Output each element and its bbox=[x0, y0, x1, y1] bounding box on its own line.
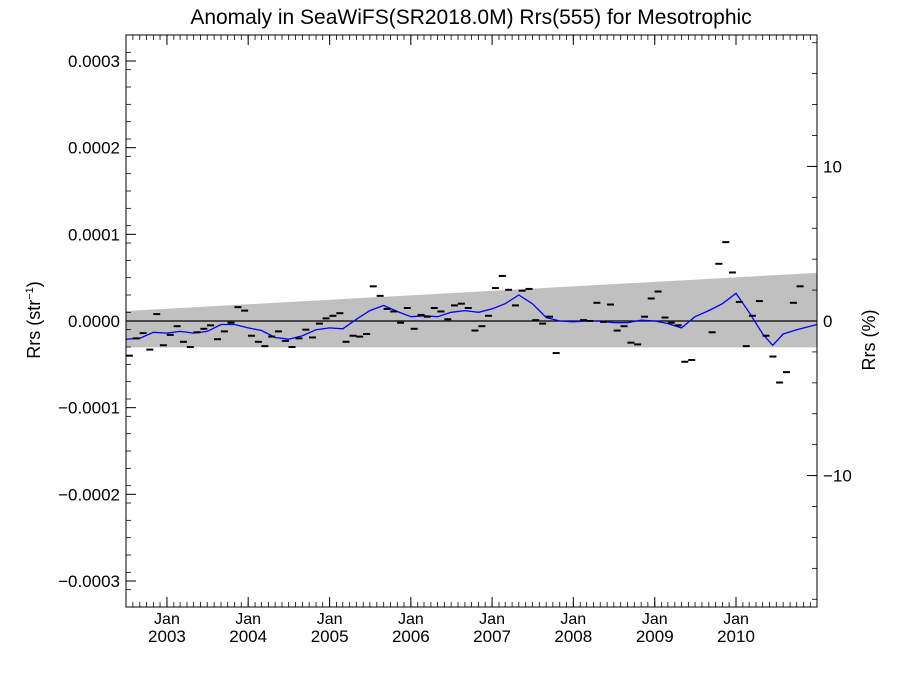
y-axis-label-right: Rrs (%) bbox=[859, 310, 879, 371]
chart-title: Anomaly in SeaWiFS(SR2018.0M) Rrs(555) f… bbox=[190, 6, 751, 29]
y-tick-label-left: 0.0002 bbox=[68, 139, 120, 158]
x-tick-label-month: Jan bbox=[560, 611, 586, 628]
x-tick-label-year: 2010 bbox=[717, 627, 755, 646]
x-tick-label-month: Jan bbox=[235, 611, 261, 628]
x-tick-label-month: Jan bbox=[642, 611, 668, 628]
x-tick-label-month: Jan bbox=[723, 611, 749, 628]
y-tick-label-left: 0.0003 bbox=[68, 52, 120, 71]
axes-layer: 0.0003 0.0002 0.0001 0.0000 −0.0001 −0.0002 −0… bbox=[58, 34, 852, 646]
y-axis-label-left-superscript: −1 bbox=[24, 287, 36, 300]
y-tick-label-left: 0.0001 bbox=[68, 225, 120, 244]
smoothed-line bbox=[125, 292, 818, 347]
x-tick-label-year: 2003 bbox=[148, 627, 186, 646]
x-tick-label-month: Jan bbox=[398, 611, 424, 628]
y-axis-label-left: Rrs (str−1) bbox=[24, 281, 44, 359]
y-tick-label-left: −0.0003 bbox=[58, 572, 120, 591]
monthly-points-layer bbox=[125, 241, 804, 384]
y-tick-label-left: 0.0000 bbox=[68, 312, 120, 331]
y-tick-label-right: 0 bbox=[823, 312, 832, 331]
y-axis-label-left-text: Rrs (str bbox=[24, 300, 44, 359]
y-tick-label-left: −0.0002 bbox=[58, 485, 120, 504]
x-tick-label-year: 2005 bbox=[311, 627, 349, 646]
y-tick-label-right: 10 bbox=[823, 157, 842, 176]
x-tick-label-year: 2008 bbox=[554, 627, 592, 646]
y-axis-label-left-close: ) bbox=[24, 281, 44, 287]
x-tick-label-year: 2007 bbox=[473, 627, 511, 646]
uncertainty-band-layer bbox=[126, 272, 817, 348]
y-tick-label-right: −10 bbox=[823, 467, 852, 486]
x-tick-label-month: Jan bbox=[154, 611, 180, 628]
y-tick-label-left: −0.0001 bbox=[58, 399, 120, 418]
x-tick-label-year: 2006 bbox=[392, 627, 430, 646]
uncertainty-band bbox=[126, 272, 817, 348]
x-tick-label-month: Jan bbox=[317, 611, 343, 628]
smoothed-line-layer bbox=[125, 292, 818, 347]
x-tick-label-month: Jan bbox=[479, 611, 505, 628]
x-tick-label-year: 2009 bbox=[636, 627, 674, 646]
x-tick-label-year: 2004 bbox=[229, 627, 267, 646]
